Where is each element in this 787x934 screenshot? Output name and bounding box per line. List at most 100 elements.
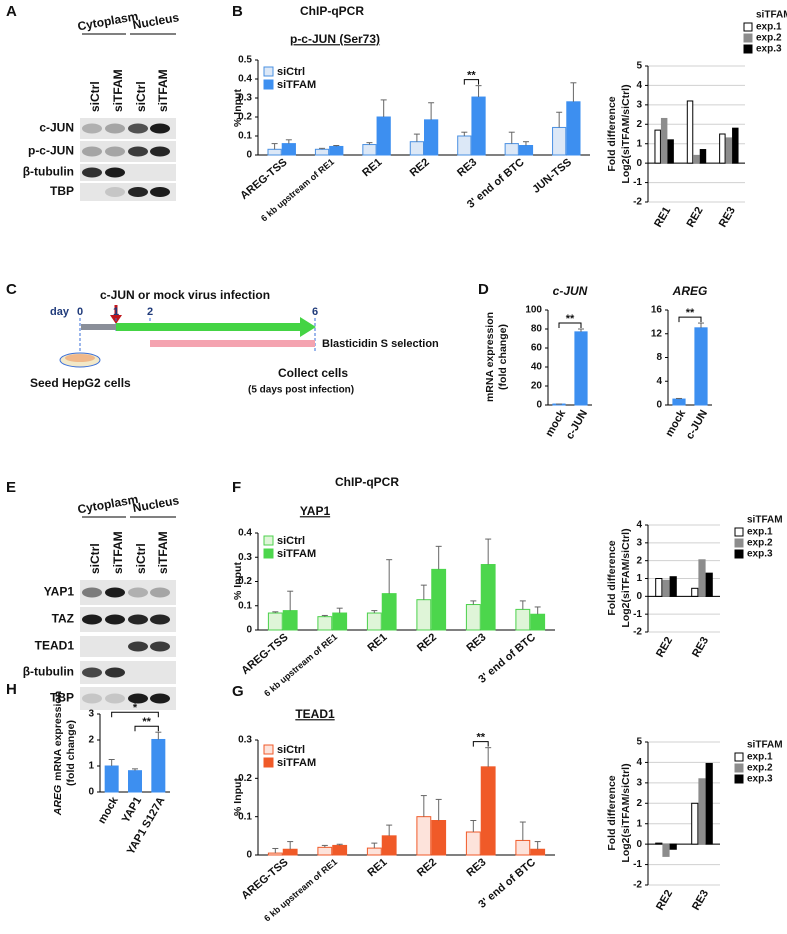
y-tick-label: 0.3	[238, 735, 252, 746]
y-tick-label: 16	[651, 305, 663, 316]
y-tick-label: 4	[656, 376, 662, 387]
blot-band	[128, 614, 148, 625]
legend-swatch	[734, 549, 744, 559]
protein-label: TBP	[50, 184, 74, 198]
x-tick-label: RE3	[690, 635, 711, 660]
y-axis-label-text: % Input	[232, 89, 244, 127]
y-tick-label: -1	[633, 177, 642, 188]
bar	[662, 843, 670, 857]
y-tick-label: 4	[636, 520, 642, 531]
y-tick-label: 0	[536, 400, 542, 411]
infection-bar	[116, 323, 302, 331]
bar	[698, 559, 706, 597]
y-tick-label: 0.2	[238, 773, 252, 784]
bar	[317, 616, 333, 631]
blot-band	[105, 123, 125, 134]
protein-label: TBP	[50, 691, 74, 705]
y-tick-label: 0	[636, 158, 642, 169]
y-tick-label: 60	[531, 343, 543, 354]
y-axis-label-text: Fold difference	[606, 96, 618, 171]
bar	[694, 327, 708, 406]
y-tick-label: 0.1	[238, 600, 252, 611]
legend-label: exp.2	[756, 33, 782, 44]
protein-label: β-tubulin	[23, 665, 74, 679]
legend-swatch	[263, 744, 274, 755]
collect-note: (5 days post infection)	[248, 385, 354, 396]
bar	[705, 762, 713, 845]
bar	[655, 842, 663, 845]
bar	[151, 738, 166, 793]
bar	[691, 587, 699, 597]
day: 6	[312, 306, 318, 318]
x-tick-label: RE1	[652, 205, 673, 230]
y-tick-label: 1	[636, 573, 642, 584]
selection-bar	[150, 340, 315, 347]
bar	[480, 766, 496, 856]
x-tick-label: RE3	[455, 156, 479, 179]
y-tick-label: 5	[636, 737, 642, 748]
bar	[530, 848, 546, 856]
y-axis-label-text: (fold change)	[497, 324, 509, 390]
x-tick-label: RE1	[365, 856, 389, 879]
y-tick-label: 100	[525, 305, 542, 316]
chart-title: TEAD1	[295, 707, 335, 721]
blot-band	[128, 187, 148, 197]
x-tick-label: RE3	[464, 856, 488, 879]
y-axis-label: Log2(siTFAM/siCtrl)	[620, 528, 632, 627]
bar	[281, 143, 296, 156]
bar	[693, 154, 700, 164]
bar	[314, 148, 330, 156]
y-tick-label: 0	[246, 625, 252, 636]
legend-swatch	[734, 752, 744, 762]
lane-label: siTFAM	[111, 531, 125, 574]
bar	[431, 820, 447, 856]
panel-letter: C	[6, 281, 17, 298]
y-tick-label: -2	[633, 627, 642, 638]
y-axis-label-text: % Input	[232, 562, 244, 600]
bar	[424, 119, 439, 156]
y-axis-label: Fold difference	[606, 540, 618, 615]
blot-band	[82, 667, 102, 678]
bar	[518, 145, 534, 156]
blot-band	[82, 693, 102, 704]
significance-label: **	[142, 716, 151, 728]
blot-band	[128, 146, 148, 157]
legend-swatch	[743, 22, 753, 32]
legend-label: siCtrl	[277, 744, 305, 756]
y-tick-label: 2	[636, 798, 642, 809]
y-tick-label: 0	[246, 850, 252, 861]
y-axis-label: Log2(siTFAM/siCtrl)	[620, 84, 632, 183]
blot-band	[128, 587, 148, 598]
bar	[267, 148, 282, 156]
y-axis-label-text: mRNA expression	[52, 691, 64, 781]
lane-label: siTFAM	[111, 69, 125, 112]
y-axis-label-text: Fold difference	[606, 775, 618, 850]
y-axis-label: % Input	[232, 562, 244, 600]
legend-label: exp.3	[747, 774, 773, 785]
legend-swatch	[263, 757, 274, 768]
legend-label: exp.1	[747, 752, 773, 763]
legend-swatch	[734, 774, 744, 784]
y-axis-label: AREG mRNA expression	[52, 691, 64, 816]
bar	[332, 844, 348, 856]
dish-cells	[65, 354, 95, 362]
panel-letter: B	[232, 3, 243, 20]
bar	[480, 564, 496, 631]
bar	[654, 129, 661, 164]
legend-swatch	[734, 538, 744, 548]
bar	[381, 835, 397, 856]
day: 2	[147, 306, 153, 318]
y-axis-label: mRNA expression	[484, 312, 496, 402]
y-axis-label-text: % Input	[232, 778, 244, 816]
significance-label: **	[686, 307, 695, 319]
blot-band	[150, 693, 170, 704]
bar	[381, 593, 397, 631]
y-axis-label-text: Log2(siTFAM/siCtrl)	[620, 84, 632, 183]
y-axis-label-gene: AREG	[52, 785, 64, 816]
x-tick-label: RE2	[415, 631, 439, 654]
x-tick-label: RE2	[415, 856, 439, 879]
x-tick-label: RE2	[408, 156, 432, 179]
protein-label: c-JUN	[39, 121, 74, 135]
